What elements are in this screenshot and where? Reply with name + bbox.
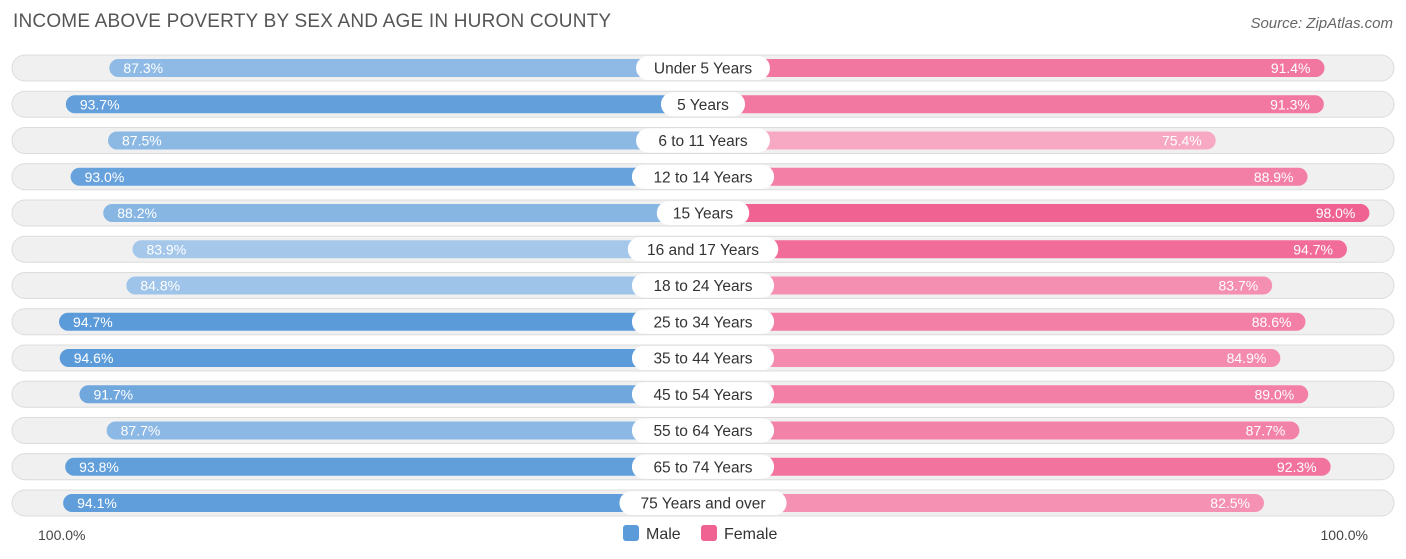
legend-female-label: Female xyxy=(724,526,777,543)
male-bar xyxy=(106,421,703,440)
male-bar xyxy=(132,240,704,259)
category-label: 18 to 24 Years xyxy=(653,278,752,295)
category-label: Under 5 Years xyxy=(654,61,752,78)
category-label: 25 to 34 Years xyxy=(653,314,752,331)
male-bar xyxy=(63,494,704,512)
category-pill xyxy=(631,418,775,443)
male-value-label: 88.2% xyxy=(117,205,157,221)
female-value-label: 88.6% xyxy=(1252,314,1292,330)
category-pill xyxy=(631,273,775,298)
category-pill xyxy=(619,491,787,515)
male-bar xyxy=(108,131,703,150)
category-pill xyxy=(660,92,746,117)
female-bar xyxy=(703,385,1309,404)
female-bar xyxy=(703,59,1325,77)
female-value-label: 94.7% xyxy=(1293,241,1333,257)
male-bar xyxy=(79,385,703,404)
female-bar xyxy=(703,240,1347,259)
category-label: 55 to 64 Years xyxy=(653,423,752,440)
female-bar xyxy=(703,494,1264,512)
category-label: 45 to 54 Years xyxy=(653,387,752,404)
category-label: 6 to 11 Years xyxy=(658,133,748,150)
category-pill xyxy=(631,346,775,370)
male-value-label: 94.7% xyxy=(73,314,113,330)
category-pill xyxy=(631,382,775,407)
category-label: 75 Years and over xyxy=(641,496,766,513)
female-bar xyxy=(703,421,1300,440)
chart-title: INCOME ABOVE POVERTY BY SEX AND AGE IN H… xyxy=(13,11,612,32)
female-value-label: 75.4% xyxy=(1162,133,1202,149)
male-value-label: 83.9% xyxy=(146,241,186,257)
chart-source: Source: ZipAtlas.com xyxy=(1250,15,1393,32)
female-value-label: 88.9% xyxy=(1254,169,1294,185)
female-bar xyxy=(703,204,1370,222)
female-value-label: 92.3% xyxy=(1277,459,1317,475)
male-bar xyxy=(59,349,704,367)
male-value-label: 87.5% xyxy=(122,133,162,149)
category-pill xyxy=(631,164,775,189)
female-bar xyxy=(703,457,1331,476)
category-pill xyxy=(636,56,770,80)
category-label: 15 Years xyxy=(673,206,734,223)
legend-male-swatch xyxy=(623,525,639,541)
female-bar xyxy=(703,276,1273,295)
category-pill xyxy=(656,201,750,225)
male-value-label: 84.8% xyxy=(140,278,180,294)
legend-male-label: Male xyxy=(646,526,681,543)
female-value-label: 91.4% xyxy=(1271,60,1311,76)
female-value-label: 82.5% xyxy=(1210,495,1250,511)
female-bar xyxy=(703,167,1308,186)
female-value-label: 83.7% xyxy=(1218,278,1258,294)
male-bar xyxy=(109,59,704,77)
category-label: 35 to 44 Years xyxy=(653,351,752,368)
male-bar xyxy=(103,204,704,222)
male-value-label: 93.7% xyxy=(80,96,120,112)
male-bar xyxy=(126,276,704,295)
male-value-label: 94.1% xyxy=(77,495,117,511)
female-value-label: 98.0% xyxy=(1316,205,1356,221)
male-value-label: 91.7% xyxy=(93,386,133,402)
category-pill xyxy=(627,237,779,262)
axis-right-label: 100.0% xyxy=(1321,527,1368,543)
female-bar xyxy=(703,131,1216,150)
male-value-label: 94.6% xyxy=(74,350,114,366)
female-value-label: 89.0% xyxy=(1254,386,1294,402)
male-bar xyxy=(65,457,703,476)
category-label: 12 to 14 Years xyxy=(653,169,752,186)
female-bar xyxy=(703,312,1306,331)
male-value-label: 87.7% xyxy=(121,423,161,439)
female-value-label: 84.9% xyxy=(1227,350,1267,366)
category-label: 65 to 74 Years xyxy=(653,459,752,476)
category-label: 5 Years xyxy=(677,97,729,114)
male-bar xyxy=(65,95,704,114)
category-pill xyxy=(631,454,775,479)
male-bar xyxy=(70,167,704,186)
male-bar xyxy=(59,312,704,331)
female-bar xyxy=(703,95,1324,114)
legend-female-swatch xyxy=(701,525,717,541)
axis-left-label: 100.0% xyxy=(38,527,85,543)
male-value-label: 87.3% xyxy=(123,60,163,76)
male-value-label: 93.0% xyxy=(85,169,125,185)
category-label: 16 and 17 Years xyxy=(647,242,759,259)
female-value-label: 87.7% xyxy=(1246,423,1286,439)
female-bar xyxy=(703,349,1281,367)
male-value-label: 93.8% xyxy=(79,459,119,475)
category-pill xyxy=(631,309,775,334)
category-pill xyxy=(636,128,770,153)
female-value-label: 91.3% xyxy=(1270,96,1310,112)
